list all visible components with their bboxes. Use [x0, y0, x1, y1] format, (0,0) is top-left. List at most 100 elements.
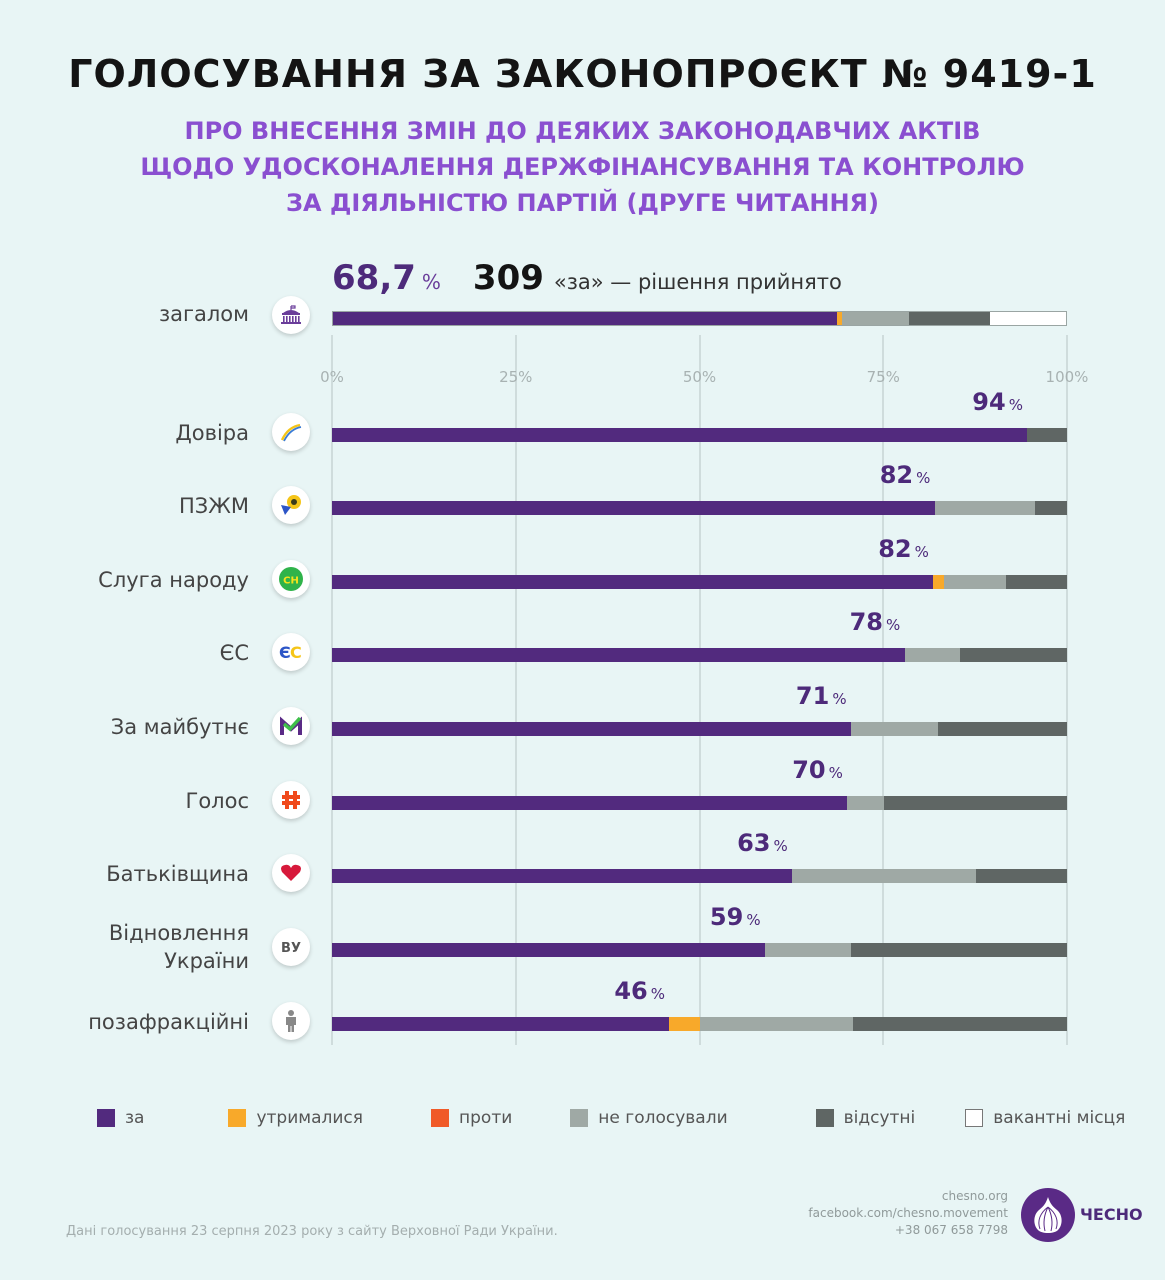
vidnovlennia-ukrainy-logo-icon: ВУ	[272, 928, 310, 966]
phone-number: +38 067 658 7798	[894, 1223, 1008, 1237]
svg-text:Є: Є	[279, 643, 291, 662]
bar-segment-vidsutni	[909, 312, 991, 325]
percent-label: 82%	[880, 461, 931, 489]
legend-item-ne-golosuvaly: не голосували	[570, 1108, 728, 1128]
bar-segment-vidsutni	[959, 648, 1067, 662]
party-bar	[332, 575, 1067, 589]
party-label: Голос	[185, 789, 249, 813]
subtitle-line: ПРО ВНЕСЕННЯ ЗМІН ДО ДЕЯКИХ ЗАКОНОДАВЧИХ…	[184, 117, 981, 145]
x-tick-label: 0%	[320, 368, 344, 386]
percent-label: 82%	[878, 535, 929, 563]
percent-label: 71%	[796, 682, 847, 710]
percent-value: 59	[709, 903, 744, 931]
svg-text:ВУ: ВУ	[281, 941, 301, 956]
bar-segment-ne-golosuvaly	[943, 575, 1006, 589]
brand-name: ЧЕСНО	[1080, 1205, 1143, 1224]
party-bar	[332, 428, 1067, 442]
legend-label: за	[125, 1108, 145, 1128]
party-label: ЄС	[219, 641, 249, 665]
bar-segment-vidsutni	[975, 869, 1067, 883]
bar-segment-vidsutni	[883, 796, 1067, 810]
bar-segment-utrymalysia	[836, 312, 842, 325]
summary-text: «за» — рішення прийнято	[553, 270, 842, 294]
parliament-icon	[272, 296, 310, 334]
percent-sign: %	[773, 837, 788, 855]
dovira-logo-icon	[272, 413, 310, 451]
bar-segment-za	[332, 796, 848, 810]
gridline	[331, 335, 333, 1045]
bar-segment-ne-golosuvaly	[847, 796, 884, 810]
bar-segment-ne-golosuvaly	[934, 501, 1035, 515]
bar-segment-za	[332, 501, 935, 515]
party-bar	[332, 869, 1067, 883]
pzzhm-logo-icon	[272, 486, 310, 524]
bar-segment-utrymalysia	[669, 1017, 701, 1031]
bar-segment-utrymalysia	[933, 575, 944, 589]
bar-segment-ne-golosuvaly	[764, 943, 851, 957]
legend-swatch	[965, 1109, 984, 1127]
percent-label: 70%	[792, 756, 843, 784]
bar-segment-vidsutni	[937, 722, 1067, 736]
x-tick-label: 75%	[866, 368, 900, 386]
percent-value: 82	[878, 535, 912, 563]
vote-summary: 68,7 % 309 «за» — рішення прийнято	[332, 258, 842, 298]
party-label: Довіра	[175, 421, 249, 445]
bar-segment-za	[332, 722, 851, 736]
legend-swatch	[431, 1109, 450, 1127]
party-label: Батьківщина	[106, 862, 249, 886]
holos-logo-icon	[272, 781, 310, 819]
subtitle-line: ЩОДО УДОСКОНАЛЕННЯ ДЕРЖФІНАНСУВАННЯ ТА К…	[140, 153, 1025, 181]
bar-segment-ne-golosuvaly	[904, 648, 960, 662]
contacts: chesno.org facebook.com/chesno.movement …	[808, 1188, 1008, 1239]
gridline	[698, 335, 701, 1045]
percent-label: 78%	[850, 608, 901, 636]
legend-item-vidsutni: відсутні	[815, 1108, 916, 1128]
legend-label: проти	[459, 1108, 513, 1128]
svg-text:СН: СН	[283, 576, 299, 587]
x-tick-label: 100%	[1045, 368, 1089, 386]
percent-label: 59%	[710, 903, 761, 931]
party-label: Слуга народу	[98, 568, 249, 592]
row-label: загалом	[158, 302, 249, 326]
legend-item-utrymalysia: утрималися	[228, 1108, 363, 1128]
party-bar	[332, 1017, 1067, 1031]
summary-count: 309	[472, 258, 544, 298]
percent-value: 46	[614, 977, 648, 1005]
summary-percent: 68,7	[332, 258, 416, 298]
gridline	[1066, 335, 1068, 1045]
legend-swatch	[228, 1109, 247, 1127]
bar-segment-vidsutni	[853, 1017, 1067, 1031]
percent-value: 94	[972, 388, 1006, 416]
legend-item-vakantni: вакантні місця	[965, 1108, 1125, 1128]
overall-bar	[332, 311, 1067, 326]
website-link[interactable]: chesno.org	[941, 1189, 1008, 1203]
legend-label: відсутні	[843, 1108, 916, 1128]
party-bar	[332, 722, 1067, 736]
gridline	[882, 335, 885, 1045]
percent-sign: %	[650, 985, 666, 1003]
za-maibutnie-logo-icon	[272, 707, 310, 745]
party-bar	[332, 501, 1067, 515]
percent-sign: %	[914, 543, 929, 561]
party-label: Відновлення України	[108, 921, 249, 973]
party-bar	[332, 943, 1067, 957]
summary-percent-sign: %	[421, 270, 441, 294]
legend-swatch	[570, 1109, 589, 1127]
party-label: позафракційні	[88, 1010, 249, 1034]
legend-item-proty: проти	[431, 1108, 512, 1128]
bar-segment-za	[333, 312, 837, 325]
party-bar	[332, 796, 1067, 810]
party-label: ПЗЖМ	[179, 494, 249, 518]
bar-segment-ne-golosuvaly	[850, 722, 938, 736]
legend-label: утрималися	[256, 1108, 364, 1128]
percent-label: 46%	[614, 977, 665, 1005]
bar-segment-za	[332, 648, 905, 662]
bar-segment-vidsutni	[1034, 501, 1067, 515]
percent-label: 94%	[972, 388, 1023, 416]
bar-segment-za	[332, 869, 793, 883]
person-icon	[272, 1002, 310, 1040]
percent-value: 71	[795, 682, 830, 710]
facebook-link[interactable]: facebook.com/chesno.movement	[808, 1206, 1008, 1220]
x-tick-label: 50%	[682, 368, 717, 386]
